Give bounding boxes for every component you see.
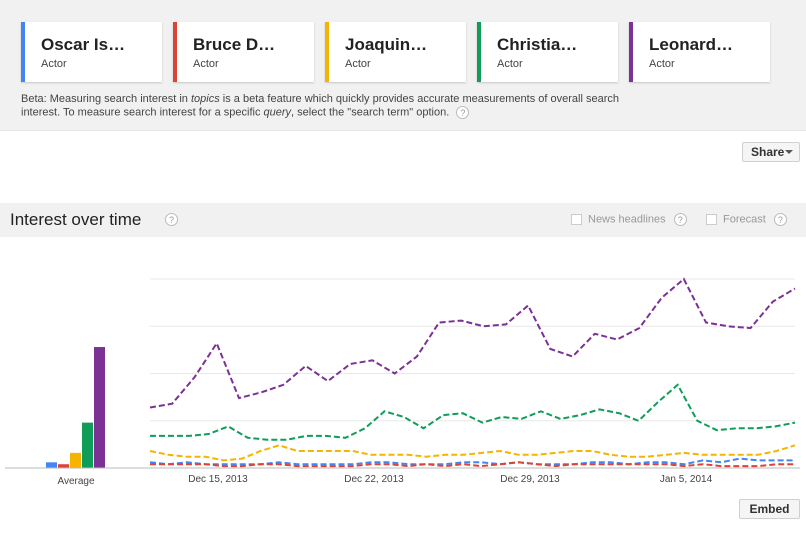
term-type: Actor: [41, 58, 67, 70]
series-lines[interactable]: [149, 277, 796, 468]
forecast-option[interactable]: Forecast ?: [706, 213, 787, 226]
series-line[interactable]: [149, 457, 795, 466]
beta-note: Beta: Measuring search interest in topic…: [21, 93, 631, 119]
term-name: Christia…: [497, 35, 578, 54]
series-line[interactable]: [150, 383, 796, 441]
interest-over-time-chart: Average Dec 15, 2013 Dec 22, 2013 Dec 29, …: [5, 277, 800, 487]
beta-note-query: query: [263, 106, 292, 119]
beta-note-text: , select the "search term" option.: [291, 106, 450, 119]
term-type: Actor: [193, 58, 219, 70]
term-card-1[interactable]: Oscar Is… Actor: [21, 22, 162, 82]
beta-note-text: Beta: Measuring search interest in: [21, 93, 191, 105]
share-label: Share: [751, 145, 785, 159]
x-tick-label: Dec 22, 2013: [344, 474, 404, 485]
term-name: Oscar Is…: [41, 35, 126, 54]
forecast-label: Forecast: [723, 213, 766, 226]
average-bar[interactable]: [70, 452, 81, 468]
beta-note-topics: topics: [190, 93, 220, 105]
help-icon[interactable]: ?: [773, 213, 787, 226]
section-title: Interest over time: [10, 210, 142, 229]
term-card-4[interactable]: Christia… Actor: [477, 22, 618, 82]
term-type: Actor: [497, 58, 523, 70]
average-bar[interactable]: [58, 464, 69, 468]
term-type: Actor: [649, 58, 675, 70]
embed-label: Embed: [749, 502, 790, 516]
term-name: Leonard…: [649, 35, 734, 54]
series-line[interactable]: [150, 461, 795, 468]
news-headlines-option[interactable]: News headlines ?: [571, 213, 687, 226]
term-name: Bruce D…: [193, 35, 276, 54]
news-headlines-checkbox[interactable]: [571, 214, 582, 225]
chart-gridlines: [150, 278, 795, 422]
chevron-down-icon: [785, 150, 793, 154]
help-icon[interactable]: ?: [456, 106, 470, 119]
average-label: Average: [57, 476, 95, 487]
forecast-checkbox[interactable]: [706, 214, 717, 225]
term-card-3[interactable]: Joaquin… Actor: [325, 22, 466, 82]
news-headlines-label: News headlines: [588, 213, 666, 226]
average-bar[interactable]: [46, 462, 57, 468]
search-terms-panel: Oscar Is… Actor Bruce D… Actor Joaquin… …: [0, 0, 806, 131]
help-icon[interactable]: ?: [673, 213, 687, 226]
series-line[interactable]: [149, 444, 796, 462]
x-tick-label: Jan 5, 2014: [660, 474, 713, 485]
series-line[interactable]: [149, 277, 796, 409]
x-tick-labels: Dec 15, 2013 Dec 22, 2013 Dec 29, 2013 Jan …: [188, 474, 712, 485]
term-name: Joaquin…: [345, 35, 428, 54]
help-icon[interactable]: ?: [165, 213, 178, 226]
average-bars: [46, 347, 105, 468]
term-card-5[interactable]: Leonard… Actor: [629, 22, 770, 82]
embed-button[interactable]: Embed: [739, 499, 800, 519]
x-tick-label: Dec 15, 2013: [188, 474, 248, 485]
term-type: Actor: [345, 58, 371, 70]
x-tick-label: Dec 29, 2013: [500, 474, 560, 485]
average-bar[interactable]: [94, 347, 105, 468]
beta-note-text: is a beta feature which quickly provides…: [21, 93, 619, 119]
average-bar[interactable]: [82, 422, 93, 468]
term-card-2[interactable]: Bruce D… Actor: [173, 22, 314, 82]
interest-over-time-header: Interest over time ? News headlines ? Fo…: [0, 203, 806, 237]
share-button[interactable]: Share: [742, 142, 800, 162]
